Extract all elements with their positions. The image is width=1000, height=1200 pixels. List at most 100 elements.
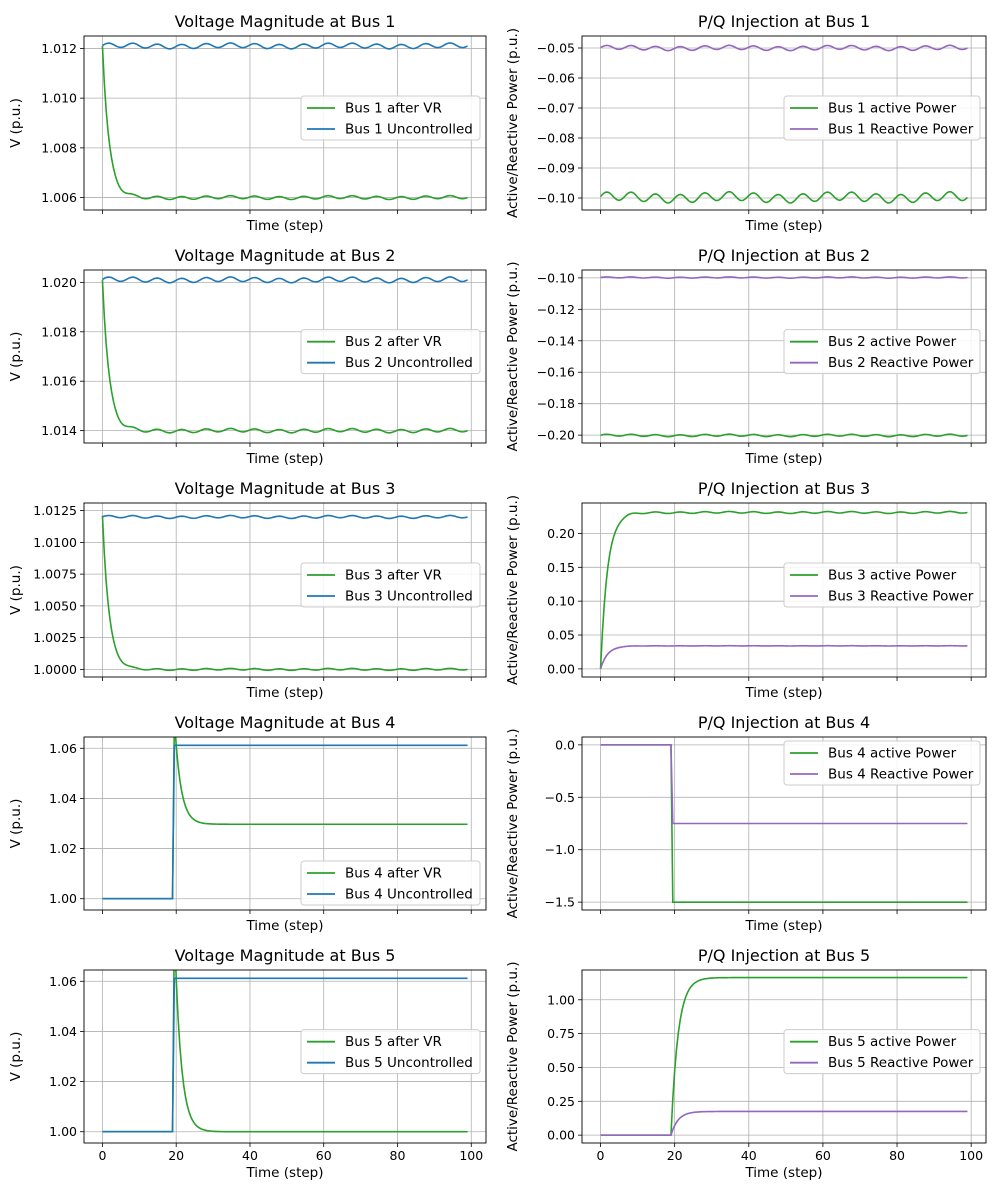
x-tick-label: 40 (242, 1148, 258, 1163)
series-line-2 (600, 276, 968, 279)
x-tick-label: 80 (889, 1148, 905, 1163)
x-tick-label: 0 (597, 1148, 605, 1163)
y-tick-label: 1.016 (41, 374, 77, 389)
y-axis-label: Active/Reactive Power (p.u.) (505, 728, 521, 918)
chart-panel-5: 1.0000 1.0025 1.0050 1.0075 1.0100 1.0125 Volt… (8, 479, 487, 701)
legend: Bus 5 after VR Bus 5 Uncontrolled (300, 1029, 481, 1075)
legend-label: Bus 2 Reactive Power (828, 355, 974, 371)
legend-label: Bus 1 Reactive Power (828, 122, 974, 138)
x-axis-label: Time (step) (744, 218, 822, 234)
legend-label: Bus 4 Reactive Power (828, 767, 974, 783)
y-tick-label: 1.014 (41, 423, 77, 438)
series-line-2 (600, 1110, 968, 1136)
y-tick-label: 0.00 (547, 661, 575, 676)
chart-panel-9: 0 20 40 60 80 100 1.00 1.02 1.04 1.06 Voltage Magn… (8, 946, 487, 1181)
x-tick-label: 20 (168, 1148, 184, 1163)
chart-panel-8: −1.5 −1.0 −0.5 0.0 P/Q Injection at Bus 4 Tim… (505, 713, 987, 934)
y-tick-label: 0.20 (547, 526, 575, 541)
legend: Bus 2 after VR Bus 2 Uncontrolled (300, 329, 481, 375)
y-tick-label: −0.16 (537, 365, 575, 380)
x-axis-label: Time (step) (744, 451, 822, 467)
y-tick-label: 0.0 (555, 737, 575, 752)
axes-frame (83, 269, 487, 444)
chart-title: P/Q Injection at Bus 3 (698, 479, 870, 498)
x-tick-label: 100 (459, 1148, 483, 1163)
legend-label: Bus 3 active Power (828, 568, 957, 584)
series-line-1 (599, 510, 968, 669)
x-tick-label: 20 (667, 1148, 683, 1163)
series-line-2 (102, 977, 468, 1133)
chart-title: Voltage Magnitude at Bus 5 (175, 946, 396, 965)
y-tick-label: 0.00 (547, 1128, 575, 1143)
x-axis-label: Time (step) (245, 918, 323, 934)
y-tick-label: 1.0025 (33, 630, 77, 645)
chart-panel-7: 1.00 1.02 1.04 1.06 Voltage Magnitude at Bus… (8, 713, 487, 934)
y-tick-label: −0.14 (537, 333, 575, 348)
legend-label: Bus 3 Reactive Power (828, 589, 974, 605)
y-tick-label: 1.0000 (33, 662, 77, 677)
legend: Bus 4 active Power Bus 4 Reactive Power (783, 740, 981, 786)
y-tick-label: 1.018 (41, 324, 77, 339)
legend: Bus 4 after VR Bus 4 Uncontrolled (300, 860, 481, 906)
y-tick-label: −0.06 (537, 71, 575, 86)
chart-panel-1: 1.006 1.008 1.010 1.012 Voltage Magnitude at… (8, 12, 487, 234)
legend-box (783, 95, 981, 141)
legend-label: Bus 3 Uncontrolled (345, 589, 473, 605)
axes-frame (581, 269, 987, 444)
legend-label: Bus 4 active Power (828, 746, 957, 762)
chart-panel-2: −0.10 −0.09 −0.08 −0.07 −0.06 −0.05 P/Q Inject… (505, 12, 987, 234)
y-tick-label: 1.0125 (33, 503, 77, 518)
legend-label: Bus 2 Uncontrolled (345, 355, 473, 371)
x-tick-label: 100 (959, 1148, 983, 1163)
y-tick-label: −0.5 (545, 790, 575, 805)
legend-label: Bus 1 Uncontrolled (345, 122, 473, 138)
y-tick-label: 0.15 (547, 560, 575, 575)
y-tick-label: 1.00 (49, 891, 77, 906)
legend-label: Bus 5 Reactive Power (828, 1055, 974, 1071)
x-axis-label: Time (step) (245, 1165, 323, 1181)
chart-title: P/Q Injection at Bus 2 (698, 246, 870, 265)
y-tick-label: −0.18 (537, 396, 575, 411)
chart-panel-3: 1.014 1.016 1.018 1.020 Voltage Magnitude at… (8, 246, 487, 467)
series-line-2 (600, 744, 968, 825)
axes-frame (581, 969, 987, 1144)
legend-box (783, 562, 981, 608)
y-axis-label: V (p.u.) (8, 98, 24, 148)
legend: Bus 1 active Power Bus 1 Reactive Power (783, 95, 981, 141)
legend-label: Bus 4 Uncontrolled (345, 887, 473, 903)
legend-box (300, 860, 481, 906)
series-line-2 (102, 42, 468, 50)
y-tick-label: 1.006 (41, 190, 77, 205)
legend-label: Bus 4 after VR (345, 866, 442, 882)
y-tick-label: −1.0 (545, 842, 575, 857)
series-line-1 (101, 515, 468, 672)
axes-frame (83, 969, 487, 1144)
chart-title: Voltage Magnitude at Bus 1 (175, 12, 396, 31)
series-line-1 (599, 190, 969, 204)
legend-box (300, 329, 481, 375)
axes-frame (83, 35, 487, 211)
y-tick-label: −0.09 (537, 161, 575, 176)
y-tick-label: 1.008 (41, 140, 77, 155)
x-axis-label: Time (step) (245, 451, 323, 467)
y-tick-label: 1.04 (49, 791, 77, 806)
series-line-1 (600, 433, 968, 438)
legend-label: Bus 5 Uncontrolled (345, 1055, 473, 1071)
x-axis-label: Time (step) (744, 1165, 822, 1181)
y-tick-label: 1.04 (49, 1024, 77, 1039)
y-axis-label: Active/Reactive Power (p.u.) (505, 261, 521, 451)
chart-panel-10: 0 20 40 60 80 100 0.00 0.25 0.50 0.75 1.00 P/Q Inje… (505, 946, 987, 1181)
chart-title: P/Q Injection at Bus 5 (698, 946, 870, 965)
y-tick-label: 1.06 (49, 974, 77, 989)
x-tick-label: 60 (316, 1148, 332, 1163)
legend-box (300, 1029, 481, 1075)
y-axis-label: Active/Reactive Power (p.u.) (505, 961, 521, 1151)
chart-panel-4: −0.20 −0.18 −0.16 −0.14 −0.12 −0.10 P/Q Inject… (505, 246, 987, 467)
x-tick-label: 80 (390, 1148, 406, 1163)
y-tick-label: 1.02 (49, 841, 77, 856)
legend: Bus 3 after VR Bus 3 Uncontrolled (300, 562, 481, 608)
chart-title: P/Q Injection at Bus 4 (698, 713, 870, 732)
y-tick-label: 1.0100 (33, 535, 77, 550)
y-tick-label: 0.10 (547, 594, 575, 609)
